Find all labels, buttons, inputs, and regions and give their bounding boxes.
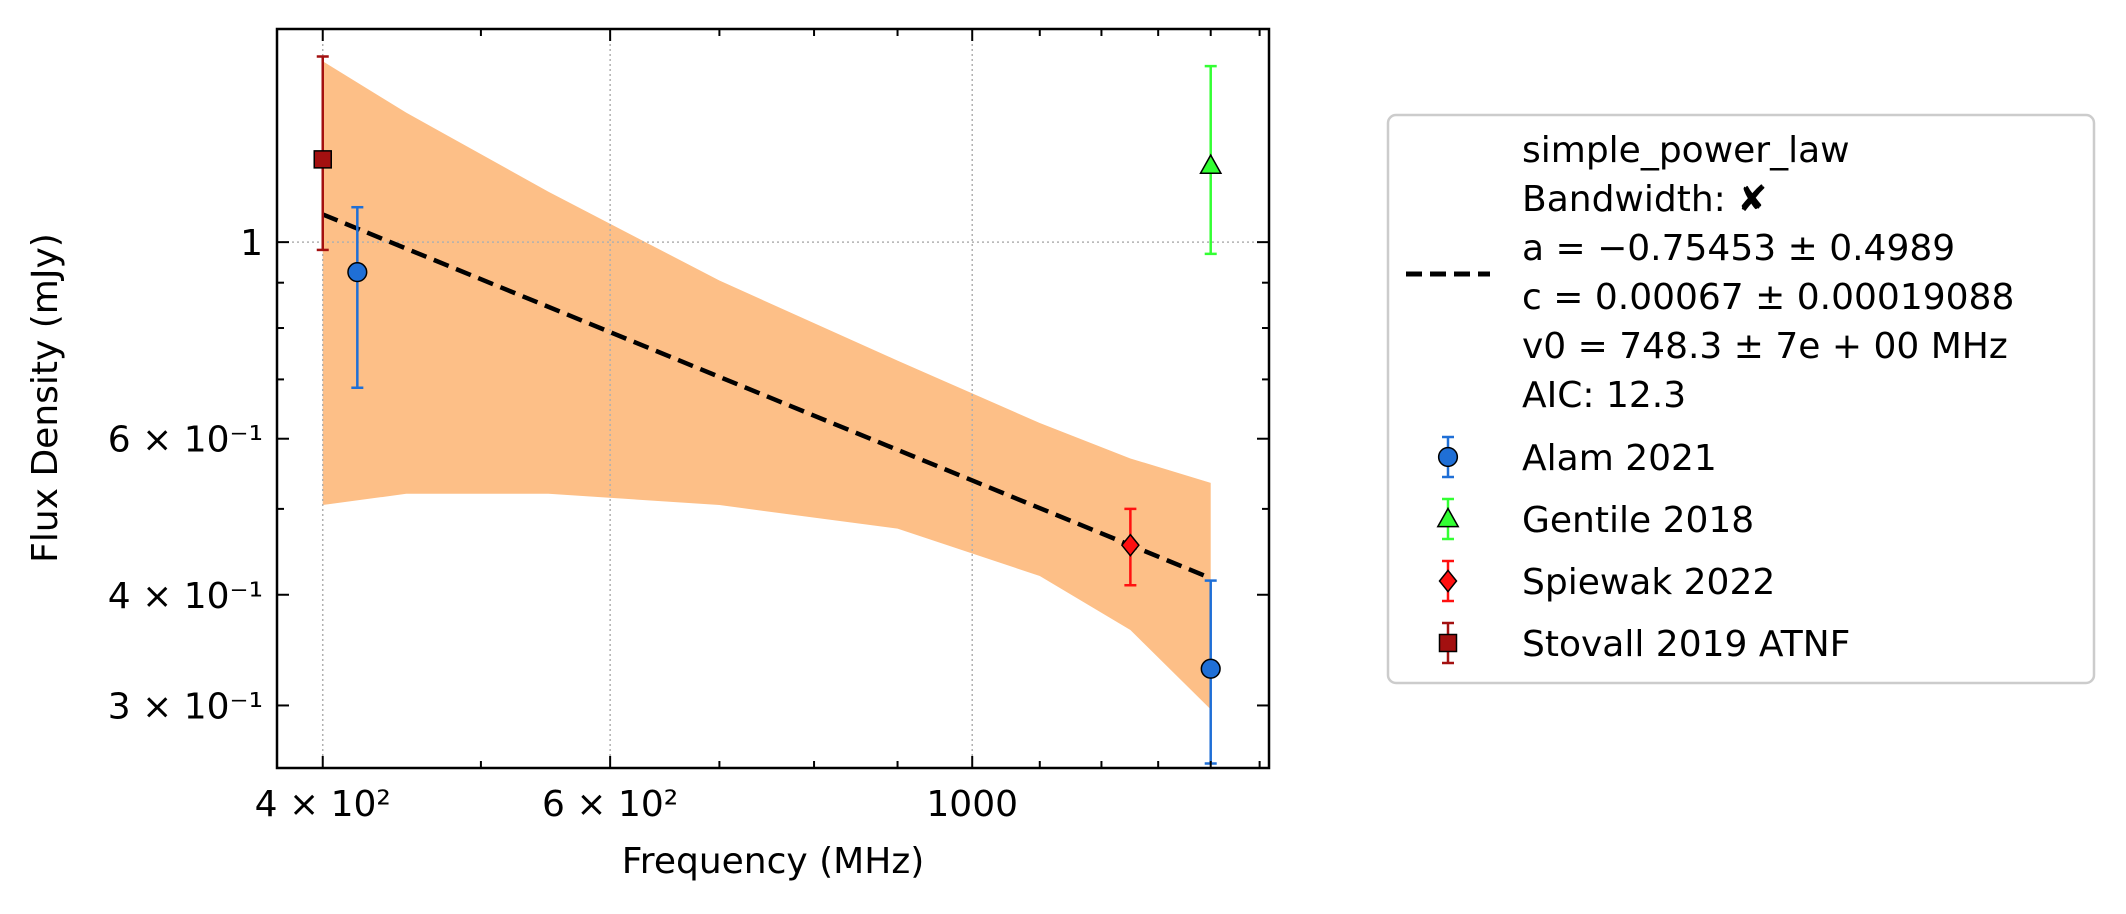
legend-marker: [1438, 633, 1458, 653]
legend-label: Stovall 2019 ATNF: [1522, 624, 1850, 665]
legend: simple_power_law Bandwidth: ✘ a = −0.75453…: [1386, 113, 2096, 685]
legend-fit-line-3: c = 0.00067 ± 0.00019088: [1522, 277, 2014, 318]
data-point-marker: [1120, 533, 1140, 557]
y-tick-label: 6 × 10⁻¹: [108, 420, 263, 461]
legend-fit-line-0: simple_power_law: [1522, 130, 1850, 171]
data-point-marker: [1200, 658, 1221, 679]
legend-label: Gentile 2018: [1522, 500, 1754, 541]
legend-entry: Stovall 2019 ATNF: [1438, 621, 1850, 665]
legend-fit-line-2: a = −0.75453 ± 0.4989: [1522, 228, 1955, 269]
fit-line: [321, 212, 1212, 581]
legend-entry: Alam 2021: [1437, 435, 1717, 479]
y-tick-label: 3 × 10⁻¹: [108, 686, 263, 727]
y-axis-label: Flux Density (mJy): [25, 233, 66, 563]
legend-fit-text: simple_power_law Bandwidth: ✘ a = −0.75453…: [1522, 130, 2014, 416]
legend-fit-line-4: v0 = 748.3 ± 7e + 00 MHz: [1522, 326, 2008, 367]
legend-frame: [1386, 113, 2096, 685]
data-point-marker: [313, 150, 332, 169]
y-tick-label: 4 × 10⁻¹: [108, 576, 263, 617]
x-tick-label: 1000: [926, 784, 1018, 825]
legend-marker: [1438, 569, 1458, 593]
x-tick-label: 6 × 10²: [542, 784, 678, 825]
series-gentile-2018: [1199, 64, 1223, 256]
x-tick-label: 4 × 10²: [255, 784, 391, 825]
data-point-error-bar: [351, 205, 364, 389]
data-point-marker: [1199, 153, 1223, 175]
series-spiewak-2022: [1120, 507, 1140, 587]
legend-marker: [1437, 446, 1459, 468]
legend-fit-line-1: Bandwidth: ✘: [1522, 179, 1767, 220]
fit-line-layer: [321, 212, 1212, 581]
y-tick-label: 1: [240, 223, 263, 264]
x-axis-label: Frequency (MHz): [622, 841, 925, 882]
legend-label: Spiewak 2022: [1522, 562, 1775, 603]
plot-frame: [275, 27, 1271, 770]
fit-uncertainty-band: [322, 61, 1211, 710]
tick-layer: 4 × 10² 6 × 10² 1000 1 6 × 10⁻¹ 4 × 10⁻¹ 3 × 1…: [108, 29, 1269, 825]
legend-marker: [1436, 506, 1460, 528]
legend-entry: Spiewak 2022: [1438, 559, 1775, 603]
series-stovall-2019-atnf: [313, 55, 332, 252]
legend-fit-line-5: AIC: 12.3: [1522, 375, 1686, 416]
confidence-band-layer: [322, 61, 1211, 710]
grid-layer: [277, 29, 1269, 768]
data-point-marker: [347, 262, 368, 283]
legend-label: Alam 2021: [1522, 438, 1717, 479]
legend-series-entries: Alam 2021 Gentile 2018 Spiewak 2022 Stovall…: [1436, 435, 1850, 665]
legend-entry: Gentile 2018: [1436, 497, 1754, 541]
